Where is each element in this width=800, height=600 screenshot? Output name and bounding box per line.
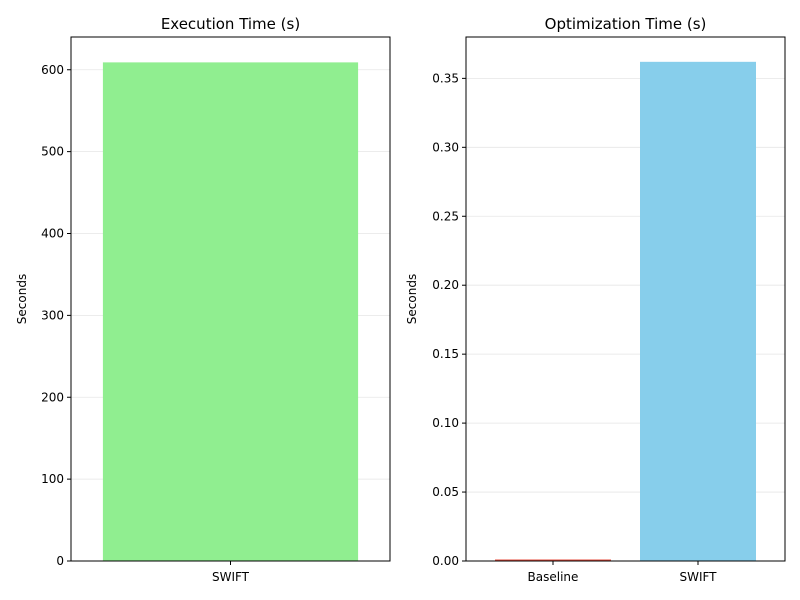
bar-baseline [495,559,611,561]
chart-title: Execution Time (s) [161,15,300,33]
x-ticks: SWIFT [212,561,250,584]
bar-swift [640,61,756,562]
bar-swift [102,62,359,561]
y-tick-label: 0.15 [432,347,459,361]
y-tick-label: 0.30 [432,140,459,154]
y-tick-label: 0.05 [432,485,459,499]
bars [102,62,359,561]
y-tick-label: 500 [41,145,64,159]
chart-title: Optimization Time (s) [545,15,707,33]
y-tick-label: 0.10 [432,416,459,430]
execution-time-chart: Execution Time (s) Seconds 0 100 200 300 400… [15,15,391,584]
y-tick-label: 0.00 [432,554,459,568]
y-tick-label: 100 [41,472,64,486]
bars [495,61,756,562]
y-tick-label: 300 [41,308,64,322]
x-tick-label: SWIFT [679,570,717,584]
x-ticks: Baseline SWIFT [528,561,717,584]
x-tick-label: Baseline [528,570,579,584]
y-tick-label: 600 [41,63,64,77]
y-tick-label: 0.25 [432,209,459,223]
y-tick-label: 200 [41,390,64,404]
y-ticks: 0.00 0.05 0.10 0.15 0.20 0.25 0.30 0.35 [432,71,466,568]
y-tick-label: 0.20 [432,278,459,292]
x-tick-label: SWIFT [212,570,250,584]
y-tick-label: 0 [56,554,64,568]
y-tick-label: 0.35 [432,71,459,85]
plot-frame [465,36,786,562]
y-axis-label: Seconds [405,274,419,324]
y-ticks: 0 100 200 300 400 500 600 [41,63,71,568]
y-tick-label: 400 [41,227,64,241]
optimization-time-chart: Optimization Time (s) Seconds 0.000.050.… [405,15,786,584]
y-axis-label: Seconds [15,274,29,324]
